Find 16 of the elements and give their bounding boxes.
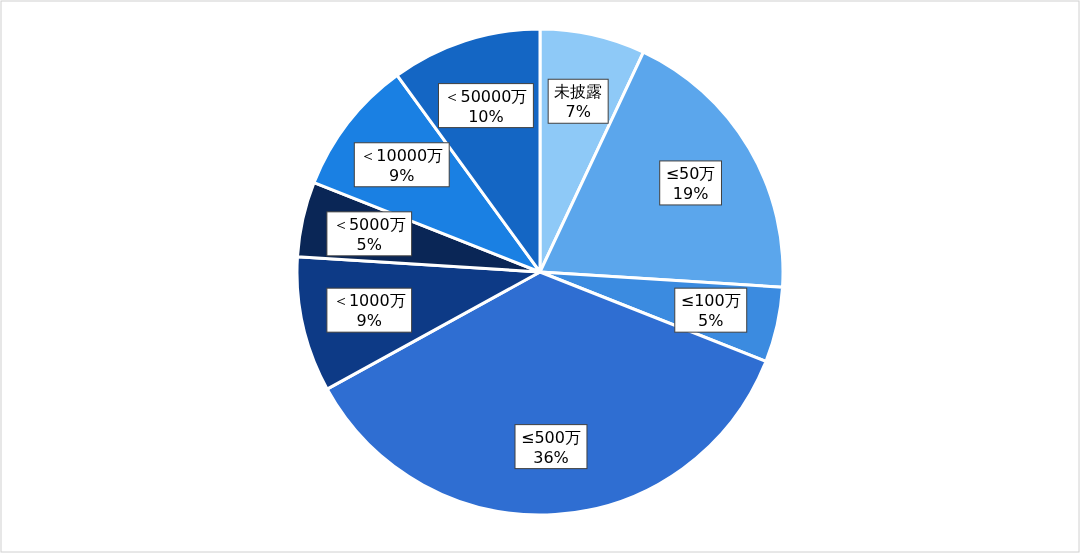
slice-label: ＜50000万: [444, 86, 528, 106]
data-label: 9%: [356, 311, 382, 331]
slice-label: ≤500万: [521, 427, 581, 447]
data-label: 10%: [468, 106, 504, 126]
slice-label: 未披露: [554, 82, 603, 102]
data-label: 5%: [698, 311, 724, 331]
data-label: 19%: [672, 183, 709, 203]
slice-label: ≤50万: [665, 163, 716, 183]
slice-label: ＜1000万: [332, 291, 406, 311]
slice-label: ＜10000万: [360, 145, 444, 165]
data-label: 7%: [565, 102, 591, 122]
data-label: 36%: [533, 447, 569, 467]
slice-label: ≤100万: [680, 291, 741, 311]
data-label: 5%: [356, 234, 382, 254]
data-label: 9%: [389, 165, 415, 185]
slice-label: ＜5000万: [332, 214, 406, 234]
